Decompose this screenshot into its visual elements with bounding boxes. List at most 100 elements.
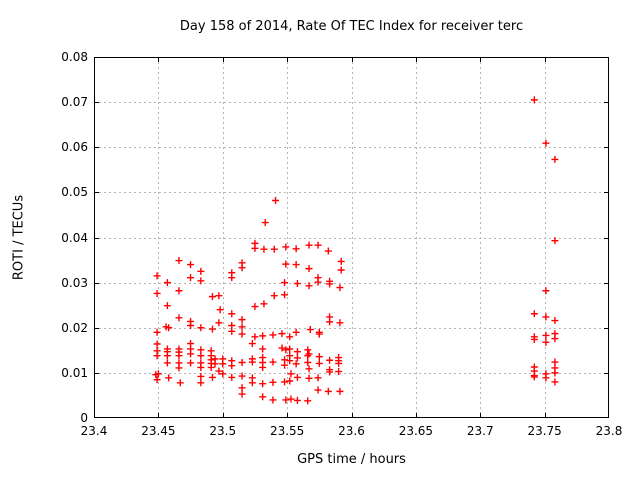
data-point-marker xyxy=(315,330,323,338)
data-point-marker xyxy=(251,244,259,252)
data-point-marker xyxy=(304,358,312,366)
data-point-marker xyxy=(335,359,343,367)
data-point-marker xyxy=(238,323,246,331)
data-point-marker xyxy=(219,360,227,368)
data-point-marker xyxy=(530,373,538,381)
data-point-marker xyxy=(228,321,236,329)
data-point-marker xyxy=(551,237,559,245)
data-point-marker xyxy=(228,362,236,370)
y-tick-label: 0.01 xyxy=(61,365,88,380)
data-point-marker xyxy=(259,380,267,388)
data-point-marker xyxy=(261,219,269,227)
data-point-marker xyxy=(326,368,334,376)
data-point-marker xyxy=(315,359,323,367)
data-point-marker xyxy=(324,247,332,255)
x-tick-label: 23.65 xyxy=(398,424,434,438)
chart-title: Day 158 of 2014, Rate Of TEC Index for r… xyxy=(179,19,524,34)
data-point-marker xyxy=(216,306,224,314)
data-point-marker xyxy=(269,331,277,339)
data-point-marker xyxy=(336,284,344,292)
data-point-marker xyxy=(153,328,161,336)
data-point-marker xyxy=(269,378,277,386)
y-tick-label: 0.08 xyxy=(61,50,88,64)
x-tick-label: 23.7 xyxy=(466,424,494,438)
data-point-marker xyxy=(197,346,205,354)
data-point-marker xyxy=(326,356,334,364)
data-point-marker xyxy=(215,367,223,375)
data-point-marker xyxy=(187,274,195,282)
data-point-marker xyxy=(542,331,550,339)
data-point-marker xyxy=(248,358,256,366)
data-point-marker xyxy=(215,292,223,300)
x-tick-label: 23.55 xyxy=(269,424,305,438)
data-point-marker xyxy=(175,352,183,360)
data-point-marker xyxy=(326,280,334,288)
data-point-marker xyxy=(335,368,343,376)
data-point-marker xyxy=(286,333,294,341)
data-point-marker xyxy=(270,292,278,300)
data-point-marker xyxy=(175,257,183,265)
data-point-marker xyxy=(208,373,216,381)
data-point-marker xyxy=(219,370,227,378)
plot-border xyxy=(94,57,609,418)
x-tick-label: 23.75 xyxy=(527,424,562,438)
data-point-marker xyxy=(551,369,559,377)
data-point-marker xyxy=(293,348,301,356)
data-point-marker xyxy=(153,376,161,384)
data-point-marker xyxy=(530,335,538,343)
data-point-marker xyxy=(251,333,259,341)
data-point-marker xyxy=(293,280,301,288)
data-point-marker xyxy=(197,267,205,275)
data-point-marker xyxy=(228,373,236,381)
x-tick-label: 23.5 xyxy=(209,424,237,438)
data-point-marker xyxy=(278,344,286,352)
data-point-marker xyxy=(282,243,290,251)
data-point-marker xyxy=(293,354,301,362)
data-point-marker xyxy=(208,293,216,301)
data-point-marker xyxy=(304,346,312,354)
data-point-marker xyxy=(163,302,171,310)
data-point-marker xyxy=(306,326,314,334)
data-point-marker xyxy=(176,379,184,387)
data-point-marker xyxy=(326,318,334,326)
data-point-marker xyxy=(175,314,183,322)
data-point-marker xyxy=(248,340,256,348)
x-tick-label: 23.6 xyxy=(338,424,365,438)
data-point-marker xyxy=(286,357,294,365)
data-point-marker xyxy=(551,358,559,366)
data-point-marker xyxy=(197,277,205,285)
data-point-marker xyxy=(153,352,161,360)
data-point-marker xyxy=(305,282,313,290)
data-point-marker xyxy=(305,241,313,249)
data-point-marker xyxy=(238,330,246,338)
scatter-plot xyxy=(94,57,609,418)
data-point-marker xyxy=(542,139,550,147)
data-point-marker xyxy=(314,386,322,394)
data-point-marker xyxy=(153,340,161,348)
data-point-marker xyxy=(314,374,322,382)
y-tick-label: 0.07 xyxy=(61,95,88,110)
data-point-marker xyxy=(272,196,280,204)
x-tick-label: 23.4 xyxy=(80,424,108,438)
data-point-marker xyxy=(187,321,195,329)
data-point-marker xyxy=(248,379,256,387)
y-tick-label: 0.02 xyxy=(61,320,88,335)
data-point-marker xyxy=(165,324,173,332)
data-point-marker xyxy=(197,372,205,380)
y-tick-label: 0.04 xyxy=(61,230,88,245)
data-point-marker xyxy=(286,377,294,385)
data-point-marker xyxy=(238,264,246,272)
data-point-marker xyxy=(542,313,550,321)
data-point-marker xyxy=(187,261,195,269)
grid-lines xyxy=(94,57,609,418)
data-point-marker xyxy=(287,370,295,378)
data-point-marker xyxy=(251,303,259,311)
data-point-marker xyxy=(207,363,215,371)
data-point-marker xyxy=(238,390,246,398)
y-tick-label: 0.05 xyxy=(61,185,88,200)
data-point-marker xyxy=(163,359,171,367)
data-point-marker xyxy=(228,274,236,282)
data-point-marker xyxy=(281,378,289,386)
data-point-marker xyxy=(286,345,294,353)
